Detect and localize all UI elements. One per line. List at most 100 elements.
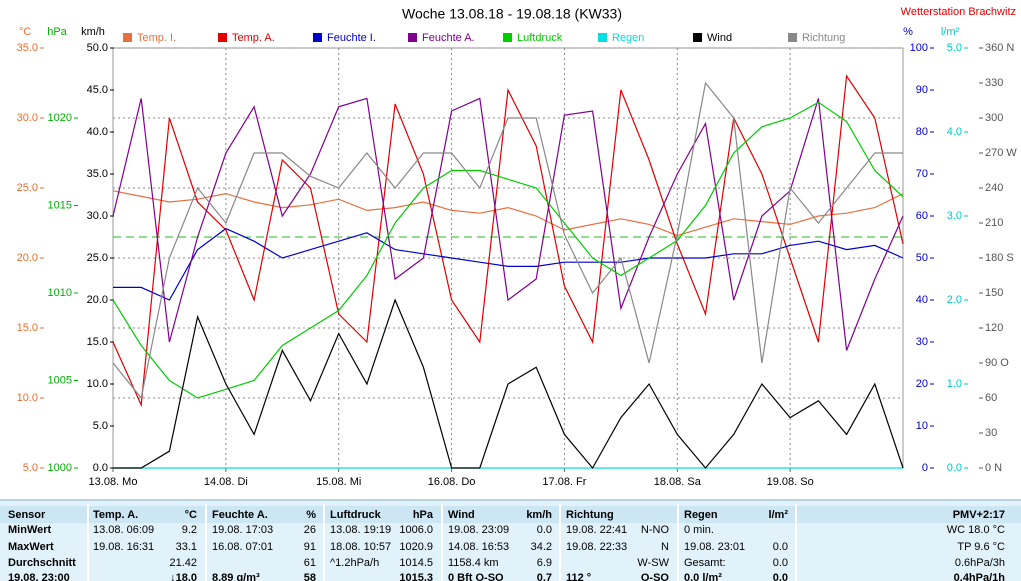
table-cell: W-SW — [637, 557, 669, 569]
table-cell: 26 — [304, 524, 316, 536]
axis-unit: % — [903, 26, 913, 38]
axis-unit: °C — [19, 26, 31, 38]
table-cell: 19.08. 23:01 — [684, 541, 745, 553]
y-tick-label: 1.0 — [947, 378, 962, 390]
table-cell: 19.08. 22:41 — [566, 524, 627, 536]
series-line — [113, 298, 904, 470]
table-cell: WC 18.0 °C — [947, 524, 1005, 536]
table-cell: ↓18.0 — [170, 572, 197, 581]
legend-swatch — [788, 33, 797, 42]
y-tick-label: 2.0 — [947, 294, 962, 306]
legend-label: Richtung — [802, 32, 845, 44]
legend-swatch — [123, 33, 132, 42]
table-header: PMV+2:17 — [953, 509, 1005, 521]
legend-swatch — [598, 33, 607, 42]
legend-label: Luftdruck — [517, 32, 563, 44]
y-tick-label: 30.0 — [17, 112, 38, 124]
table-cell: TP 9.6 °C — [957, 541, 1005, 553]
table-cell: 0.4hPa/1h — [954, 572, 1006, 581]
y-tick-label: 45.0 — [87, 84, 108, 96]
y-tick-label: 150 — [985, 287, 1003, 299]
y-tick-label: 100 — [910, 42, 928, 54]
y-tick-label: 60 — [985, 392, 997, 404]
table-cell: 1020.9 — [399, 541, 433, 553]
table-cell: MaxWert — [8, 541, 54, 553]
y-tick-label: 90 O — [985, 357, 1009, 369]
y-tick-label: 1000 — [48, 462, 72, 474]
y-tick-label: 10.0 — [17, 392, 38, 404]
x-tick-label: 19.08. So — [767, 476, 814, 488]
table-cell: 8.89 g/m³ — [212, 572, 260, 581]
table-cell: 112 ° — [566, 572, 591, 581]
station-name: Wetterstation Brachwitz — [901, 6, 1016, 18]
table-header: Richtung — [566, 509, 614, 521]
y-tick-label: 3.0 — [947, 210, 962, 222]
table-cell: 21.42 — [169, 557, 197, 569]
table-cell: 6.9 — [537, 557, 552, 569]
y-tick-label: 30.0 — [87, 210, 108, 222]
table-cell: 19.08. 23:00 — [8, 572, 70, 581]
y-tick-label: 1015 — [48, 199, 72, 211]
y-tick-label: 5.0 — [947, 42, 962, 54]
table-cell: 9.2 — [182, 524, 197, 536]
table-cell: 1158.4 km — [448, 557, 499, 569]
table-header: Feuchte A. — [212, 509, 268, 521]
y-tick-label: 5.0 — [93, 420, 108, 432]
y-tick-label: 330 — [985, 77, 1003, 89]
axis-unit: hPa — [47, 26, 67, 38]
legend-label: Feuchte I. — [327, 32, 376, 44]
x-tick-label: 17.08. Fr — [542, 476, 586, 488]
series-line — [112, 101, 904, 399]
y-tick-label: 0.0 — [93, 462, 108, 474]
series-line — [112, 81, 903, 400]
y-tick-label: 40 — [916, 294, 928, 306]
y-tick-label: 40.0 — [87, 126, 108, 138]
table-header: Luftdruck — [330, 509, 382, 521]
y-tick-label: 50.0 — [87, 42, 108, 54]
y-tick-label: 270 W — [985, 147, 1017, 159]
table-cell: 34.2 — [531, 541, 552, 553]
legend-swatch — [503, 33, 512, 42]
table-cell: 19.08. 17:03 — [212, 524, 273, 536]
table-cell: 0.0 — [773, 541, 788, 553]
y-tick-label: 1010 — [48, 287, 72, 299]
table-cell: 0.0 — [537, 524, 552, 536]
chart-title: Woche 13.08.18 - 19.08.18 (KW33) — [402, 6, 622, 22]
table-cell: Durchschnitt — [8, 557, 76, 569]
table-cell: 58 — [304, 572, 316, 581]
y-tick-label: 240 — [985, 182, 1003, 194]
y-tick-label: 0 N — [985, 462, 1002, 474]
series-line — [112, 190, 904, 237]
table-cell: 19.08. 16:31 — [93, 541, 154, 553]
table-cell: 18.08. 10:57 — [330, 541, 391, 553]
legend-label: Regen — [612, 32, 644, 44]
legend-swatch — [218, 33, 227, 42]
y-tick-label: 120 — [985, 322, 1003, 334]
y-tick-label: 5.0 — [23, 462, 38, 474]
y-tick-label: 10.0 — [87, 378, 108, 390]
table-header: % — [306, 509, 316, 521]
y-tick-label: 1005 — [48, 374, 72, 386]
y-tick-label: 35.0 — [17, 42, 38, 54]
table-cell: 1014.5 — [399, 557, 433, 569]
table-cell: 14.08. 16:53 — [448, 541, 509, 553]
legend-label: Temp. A. — [232, 32, 275, 44]
x-tick-label: 15.08. Mi — [316, 476, 361, 488]
table-header: Sensor — [8, 509, 46, 521]
y-tick-label: 50 — [916, 252, 928, 264]
table-cell: 33.1 — [176, 541, 197, 553]
y-tick-label: 20.0 — [87, 294, 108, 306]
table-cell: 61 — [304, 557, 316, 569]
table-cell: N — [661, 541, 669, 553]
y-tick-label: 25.0 — [17, 182, 38, 194]
y-tick-label: 15.0 — [87, 336, 108, 348]
table-header-band — [0, 506, 1021, 523]
y-tick-label: 0.0 — [947, 462, 962, 474]
table-header: km/h — [526, 509, 552, 521]
y-tick-label: 30 — [916, 336, 928, 348]
table-cell: 19.08. 23:09 — [448, 524, 509, 536]
table-cell: 0.0 — [773, 557, 788, 569]
y-tick-label: 30 — [985, 427, 997, 439]
y-tick-label: 10 — [916, 420, 928, 432]
